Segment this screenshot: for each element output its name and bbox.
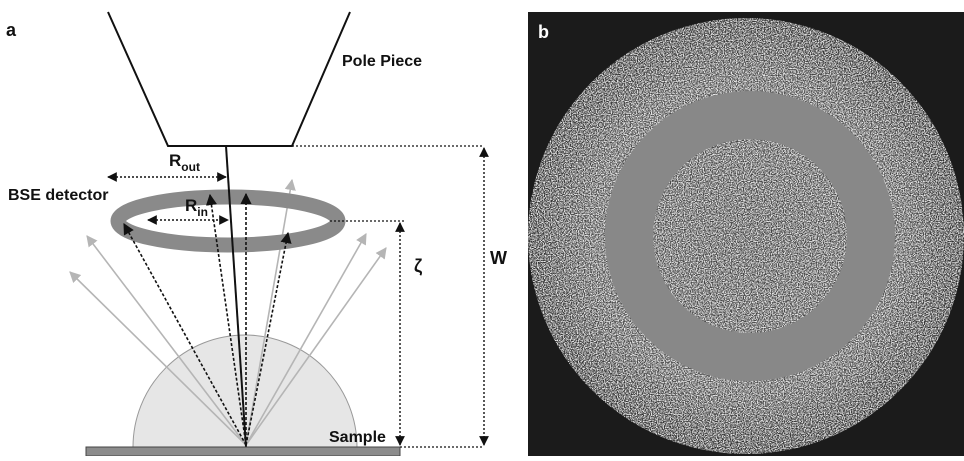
bse-detector-label: BSE detector: [8, 187, 108, 204]
light-arrows: [69, 178, 387, 446]
reference-lines: [292, 145, 484, 448]
dark-arrow: [245, 231, 292, 446]
pole-piece-label: Pole Piece: [342, 53, 422, 70]
light-arrow: [245, 178, 296, 446]
sample-label: Sample: [329, 429, 386, 446]
zeta-label: ζ: [414, 256, 422, 277]
light-arrow: [69, 271, 247, 446]
light-arrow: [245, 233, 367, 446]
detector-ring-overlay: [605, 91, 895, 381]
panel-b-letter: b: [538, 22, 549, 42]
r-in-label: Rin: [185, 196, 208, 219]
light-arrow: [245, 247, 387, 446]
bse-detector-ring: [110, 189, 346, 253]
sample-bar: [85, 446, 401, 456]
w-label: W: [490, 248, 507, 268]
dark-arrow: [123, 223, 247, 446]
interaction-hemisphere: [132, 334, 358, 448]
r-out-label: Rout: [169, 151, 200, 174]
primary-beam: [225, 145, 247, 448]
panel-a-letter: a: [6, 20, 17, 40]
panel-b-detector-image: b: [528, 12, 964, 456]
panel-a-schematic: a Pole Piece Rout Rin: [6, 11, 507, 456]
dark-arrows: [123, 192, 292, 446]
light-arrow: [86, 235, 247, 446]
pole-piece-outline: [107, 11, 351, 147]
panel-b-graphic: [528, 12, 964, 456]
dark-arrow: [205, 193, 247, 446]
